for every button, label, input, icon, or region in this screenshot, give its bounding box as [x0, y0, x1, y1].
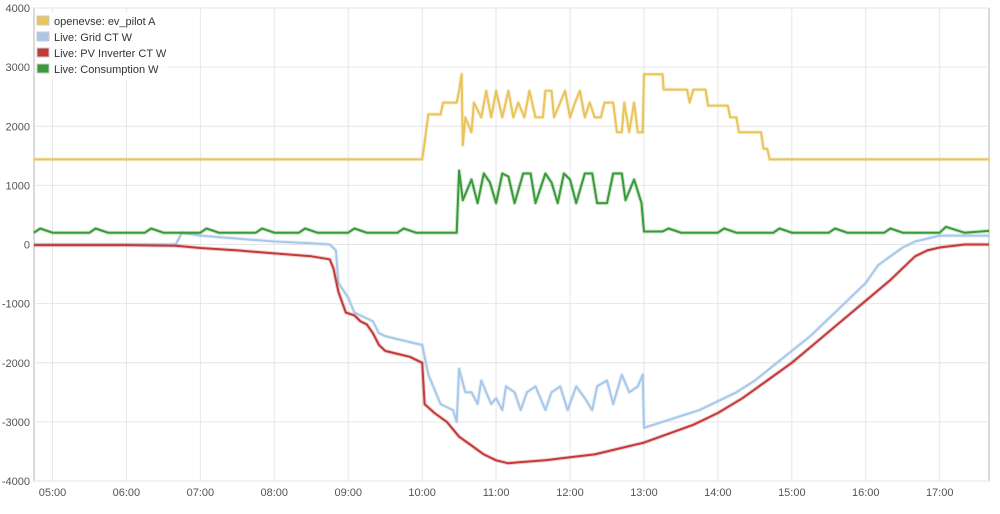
series-lines — [32, 72, 990, 466]
legend-swatch[interactable] — [36, 47, 50, 58]
legend-swatch[interactable] — [36, 31, 50, 42]
x-tick-label: 07:00 — [187, 487, 215, 499]
y-tick-label: 0 — [24, 240, 30, 252]
series-line-0 — [34, 73, 989, 161]
legend-swatch[interactable] — [36, 15, 50, 26]
x-tick-label: 12:00 — [556, 487, 584, 499]
x-tick-label: 15:00 — [778, 487, 806, 499]
x-tick-label: 05:00 — [39, 487, 67, 499]
y-tick-label: 3000 — [6, 62, 30, 74]
y-tick-label: 4000 — [6, 3, 30, 15]
y-axis: 4000 3000 2000 1000 0 -1000 -2000 -3000 -4000 — [2, 3, 30, 488]
y-tick-label: -1000 — [2, 299, 30, 311]
x-tick-label: 16:00 — [852, 487, 880, 499]
legend-background — [35, 12, 167, 80]
x-tick-label: 09:00 — [334, 487, 362, 499]
x-tick-label: 11:00 — [483, 487, 510, 499]
x-tick-label: 10:00 — [408, 487, 436, 499]
series-line-2 — [34, 243, 989, 465]
series-line-1 — [34, 231, 989, 429]
y-tick-label: 2000 — [6, 121, 30, 133]
x-tick-label: 13:00 — [630, 487, 658, 499]
legend-label[interactable]: openevse: ev_pilot A — [54, 16, 156, 28]
y-tick-label: -4000 — [2, 476, 30, 488]
x-tick-label: 08:00 — [261, 487, 289, 499]
series-line-3 — [33, 169, 990, 234]
y-tick-label: -3000 — [2, 417, 30, 429]
legend: openevse: ev_pilot A Live: Grid CT W Live:… — [35, 12, 167, 80]
x-tick-label: 14:00 — [704, 487, 732, 499]
legend-label[interactable]: Live: PV Inverter CT W — [54, 48, 167, 60]
x-tick-label: 06:00 — [113, 487, 141, 499]
y-tick-label: 1000 — [6, 180, 30, 192]
x-tick-label: 17:00 — [926, 487, 954, 499]
legend-label[interactable]: Live: Grid CT W — [54, 32, 133, 44]
legend-label[interactable]: Live: Consumption W — [54, 64, 159, 76]
legend-swatch[interactable] — [36, 63, 50, 74]
x-axis: 05:00 06:00 07:00 08:00 09:00 10:00 11:00 12:00… — [39, 487, 954, 499]
y-tick-label: -2000 — [2, 358, 30, 370]
